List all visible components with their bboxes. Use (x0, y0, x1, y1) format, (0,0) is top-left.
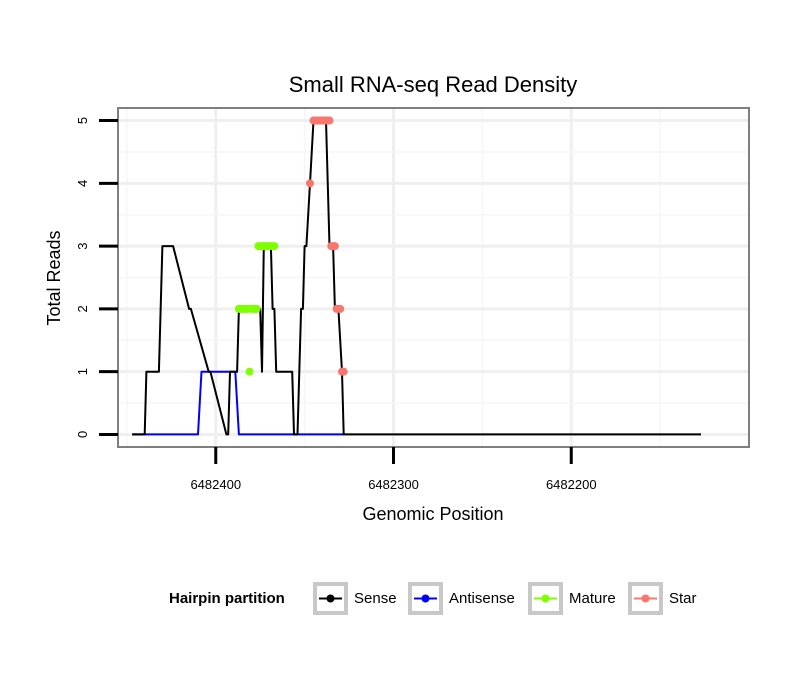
y-tick-label: 5 (75, 117, 90, 124)
star-point (330, 242, 339, 251)
legend-label-mature: Mature (569, 590, 616, 607)
y-tick-label: 2 (75, 305, 90, 312)
star-series (305, 116, 348, 376)
legend-key-point-mature (541, 594, 550, 603)
y-tick-label: 4 (75, 180, 90, 187)
x-tick-label: 6482300 (368, 477, 419, 492)
axes: 6482400 6482300 6482200 0 1 2 3 4 5 (75, 117, 597, 492)
x-axis-title: Genomic Position (362, 504, 503, 524)
mature-point (245, 367, 254, 376)
legend-key-point-sense (326, 594, 335, 603)
x-tick-label: 6482400 (190, 477, 241, 492)
star-point (305, 179, 314, 188)
mature-point (270, 242, 279, 251)
legend-label-antisense: Antisense (449, 590, 515, 607)
antisense-series (132, 370, 344, 436)
legend-label-sense: Sense (354, 590, 397, 607)
chart-title: Small RNA-seq Read Density (289, 72, 578, 97)
legend: Hairpin partition Sense Antisense Mature St… (169, 582, 697, 615)
legend-key-point-antisense (421, 594, 430, 603)
legend-title: Hairpin partition (169, 590, 285, 607)
star-point (325, 116, 334, 125)
mature-series (234, 242, 279, 376)
x-tick-label: 6482200 (546, 477, 597, 492)
star-point (336, 304, 345, 313)
mature-point (252, 304, 261, 313)
y-tick-label: 1 (75, 368, 90, 375)
y-tick-label: 0 (75, 431, 90, 438)
star-point (339, 367, 348, 376)
y-axis-title: Total Reads (44, 230, 64, 325)
y-tick-label: 3 (75, 242, 90, 249)
legend-label-star: Star (669, 590, 697, 607)
antisense-line (132, 370, 344, 436)
legend-key-point-star (641, 594, 650, 603)
